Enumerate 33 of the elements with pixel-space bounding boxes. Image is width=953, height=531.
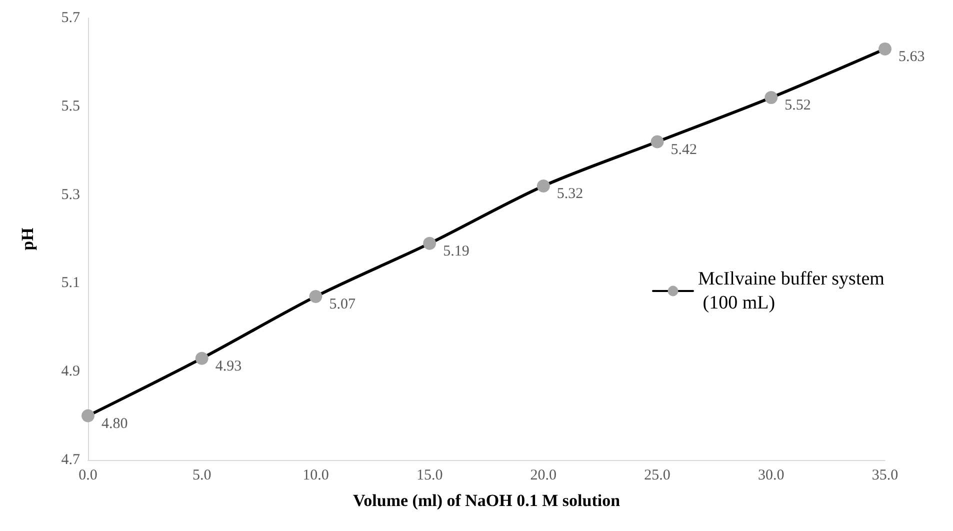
data-label: 5.63: [898, 48, 925, 65]
x-tick-label: 15.0: [416, 468, 443, 484]
y-tick-label: 5.7: [61, 10, 80, 26]
y-tick-label: 4.7: [61, 452, 80, 468]
x-tick-label: 10.0: [302, 468, 329, 484]
x-tick-label: 20.0: [530, 468, 557, 484]
point: [195, 352, 208, 365]
y-axis-title: pH: [18, 228, 37, 250]
y-tick-label: 4.9: [61, 364, 80, 380]
y-tick-label: 5.1: [61, 275, 80, 292]
point: [309, 290, 322, 303]
data-label: 5.32: [556, 186, 584, 202]
data-label: 5.07: [329, 296, 356, 312]
x-tick-label: 0.0: [78, 468, 98, 484]
data-label: 5.52: [784, 98, 811, 114]
x-tick-label: 25.0: [644, 468, 670, 484]
point: [423, 236, 436, 250]
y-tick-label: 5.3: [61, 186, 80, 203]
x-tick-label: 30.0: [758, 468, 784, 484]
x-tick-label: 35.0: [872, 468, 898, 484]
data-label: 5.42: [670, 142, 698, 158]
point: [650, 135, 664, 148]
legend-label: McIlvaine buffer system (100 mL): [698, 268, 885, 314]
point: [764, 91, 778, 104]
data-label: 5.19: [443, 243, 470, 260]
x-tick-label: 5.0: [192, 468, 212, 484]
data-label: 4.80: [102, 416, 128, 432]
data-label: 4.93: [215, 358, 242, 374]
point: [82, 409, 94, 422]
x-axis-title: Volume (ml) of NaOH 0.1 M solution: [352, 491, 621, 510]
point: [878, 42, 892, 56]
point: [536, 179, 550, 192]
y-tick-label: 5.5: [61, 98, 80, 114]
